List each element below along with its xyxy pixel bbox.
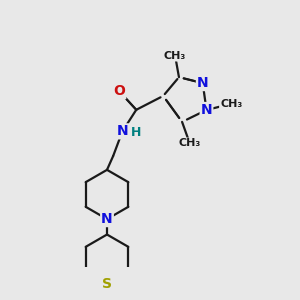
Text: H: H <box>131 126 142 140</box>
Text: N: N <box>197 76 208 90</box>
Text: CH₃: CH₃ <box>164 51 186 61</box>
Text: CH₃: CH₃ <box>179 138 201 148</box>
Text: O: O <box>113 84 125 98</box>
Text: S: S <box>102 277 112 291</box>
Text: N: N <box>117 124 128 138</box>
Text: N: N <box>201 103 212 117</box>
Text: N: N <box>101 212 113 226</box>
Text: CH₃: CH₃ <box>220 99 242 109</box>
